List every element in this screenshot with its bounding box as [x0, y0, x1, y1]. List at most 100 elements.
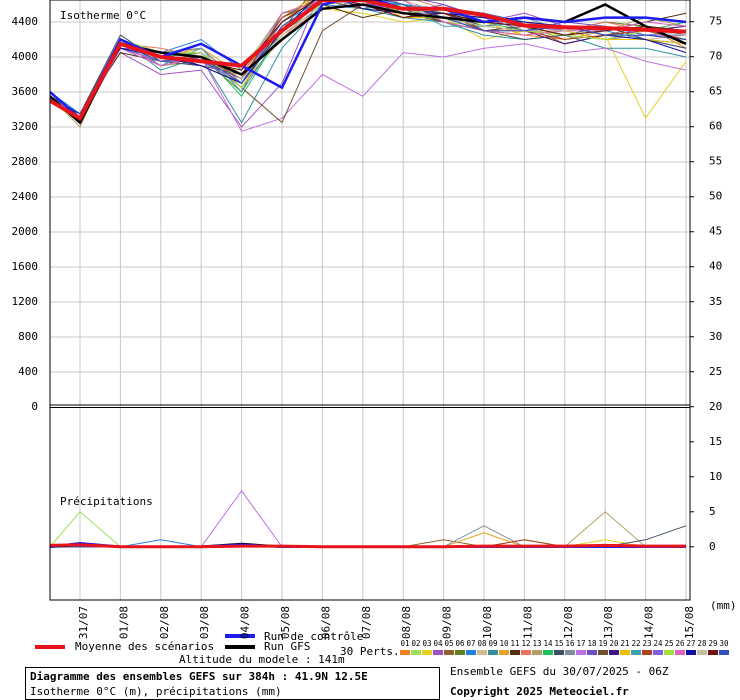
legend-swatch	[587, 650, 597, 655]
lower-plot	[50, 489, 687, 549]
legend-label: 20	[609, 639, 619, 648]
y-tick-label: 4400	[12, 15, 39, 28]
y2-tick-label: 60	[709, 120, 722, 133]
perts-label: 30 Perts.	[340, 645, 400, 658]
series-line	[50, 43, 687, 132]
legend-swatch	[400, 650, 410, 655]
legend-swatch	[686, 650, 696, 655]
legend-label: 13	[532, 639, 541, 648]
legend-swatch	[664, 650, 674, 655]
x-tick-label: 12/08	[562, 606, 575, 639]
legend-swatch	[444, 650, 454, 655]
x-tick-label: 10/08	[481, 606, 494, 639]
legend-label: 14	[543, 639, 553, 648]
y2-tick-label: 45	[709, 225, 722, 238]
legend-label: 04	[433, 639, 443, 648]
y2-tick-label: 40	[709, 260, 722, 273]
y2-tick-label: 25	[709, 365, 722, 378]
x-tick-label: 05/08	[279, 606, 292, 639]
legend-swatch	[455, 650, 465, 655]
y2-tick-label: 55	[709, 155, 722, 168]
legend-swatch	[521, 650, 531, 655]
legend-label: 07	[466, 639, 475, 648]
legend-swatch	[477, 650, 487, 655]
x-tick-label: 14/08	[643, 606, 656, 639]
x-tick-label: 13/08	[602, 606, 615, 639]
precip-line	[50, 511, 686, 548]
y2-tick-label: 20	[709, 400, 722, 413]
y-tick-label: 800	[18, 330, 38, 343]
x-tick-label: 15/08	[683, 606, 696, 639]
legend-label: 11	[510, 639, 519, 648]
x-tick-label: 04/08	[239, 606, 252, 639]
legend-label: 27	[686, 639, 695, 648]
legend-swatch	[422, 650, 432, 655]
legend-label: 28	[697, 639, 707, 648]
y2-unit: (mm)	[710, 599, 737, 612]
legend-swatch	[433, 650, 443, 655]
legend-swatch	[510, 650, 520, 655]
x-tick-label: 01/08	[117, 606, 130, 639]
legend-label: 15	[554, 639, 563, 648]
y2-tick-label: 65	[709, 85, 722, 98]
y-tick-label: 400	[18, 365, 38, 378]
legend-swatch	[488, 650, 498, 655]
legend-swatch	[675, 650, 685, 655]
legend-label: 24	[653, 639, 663, 648]
legend-label: 10	[499, 639, 509, 648]
legend-swatch	[631, 650, 641, 655]
y2-tick-label: 30	[709, 330, 722, 343]
legend-label: 02	[411, 639, 420, 648]
legend-swatch	[543, 650, 553, 655]
series-line	[50, 3, 687, 125]
upper-label: Isotherme 0°C	[60, 9, 146, 22]
legend-label: 06	[455, 639, 465, 648]
precip-line	[50, 511, 686, 548]
y-tick-label: 2800	[12, 155, 39, 168]
legend-swatch	[466, 650, 476, 655]
y-tick-label: 3600	[12, 85, 39, 98]
x-tick-label: 02/08	[158, 606, 171, 639]
upper-plot	[50, 0, 687, 132]
legend-label: 30	[719, 639, 729, 648]
legend-swatch	[598, 650, 608, 655]
precip-line	[50, 525, 687, 548]
legend-label: Run de contrôle	[264, 630, 363, 643]
precip-line	[50, 525, 686, 548]
legend-label: 01	[400, 639, 409, 648]
y-tick-label: 0	[31, 400, 38, 413]
legend-label: 12	[521, 639, 530, 648]
y2-tick-label: 35	[709, 295, 722, 308]
x-tick-label: 08/08	[400, 606, 413, 639]
legend-swatch	[719, 650, 729, 655]
legend-swatch	[609, 650, 619, 655]
legend-label: Run GFS	[264, 640, 310, 653]
legend-swatch	[532, 650, 542, 655]
lower-label: Précipitations	[60, 495, 153, 508]
legend-label: 29	[708, 639, 717, 648]
chart-title: Diagramme des ensembles GEFS sur 384h : …	[30, 670, 368, 683]
grid	[50, 0, 690, 600]
series-line	[50, 0, 686, 119]
legend-label: 17	[576, 639, 585, 648]
legend-label: 22	[631, 639, 640, 648]
y2-tick-label: 10	[709, 470, 722, 483]
x-tick-label: 06/08	[319, 606, 332, 639]
legend-label: 19	[598, 639, 607, 648]
legend-label: 23	[642, 639, 651, 648]
y2-tick-label: 15	[709, 435, 722, 448]
copyright: Copyright 2025 Meteociel.fr	[450, 685, 629, 698]
legend-label: 08	[477, 639, 487, 648]
altitude: Altitude du modele : 141m	[179, 653, 345, 666]
legend-swatch	[620, 650, 630, 655]
x-tick-label: 11/08	[521, 606, 534, 639]
y2-tick-label: 50	[709, 190, 722, 203]
x-tick-label: 31/07	[77, 606, 90, 639]
plot-frame	[49, 0, 691, 601]
legend-swatch	[653, 650, 663, 655]
legend-swatch	[697, 650, 707, 655]
legend-swatch	[499, 650, 509, 655]
legend-label: 09	[488, 639, 497, 648]
legend-label: 05	[444, 639, 453, 648]
